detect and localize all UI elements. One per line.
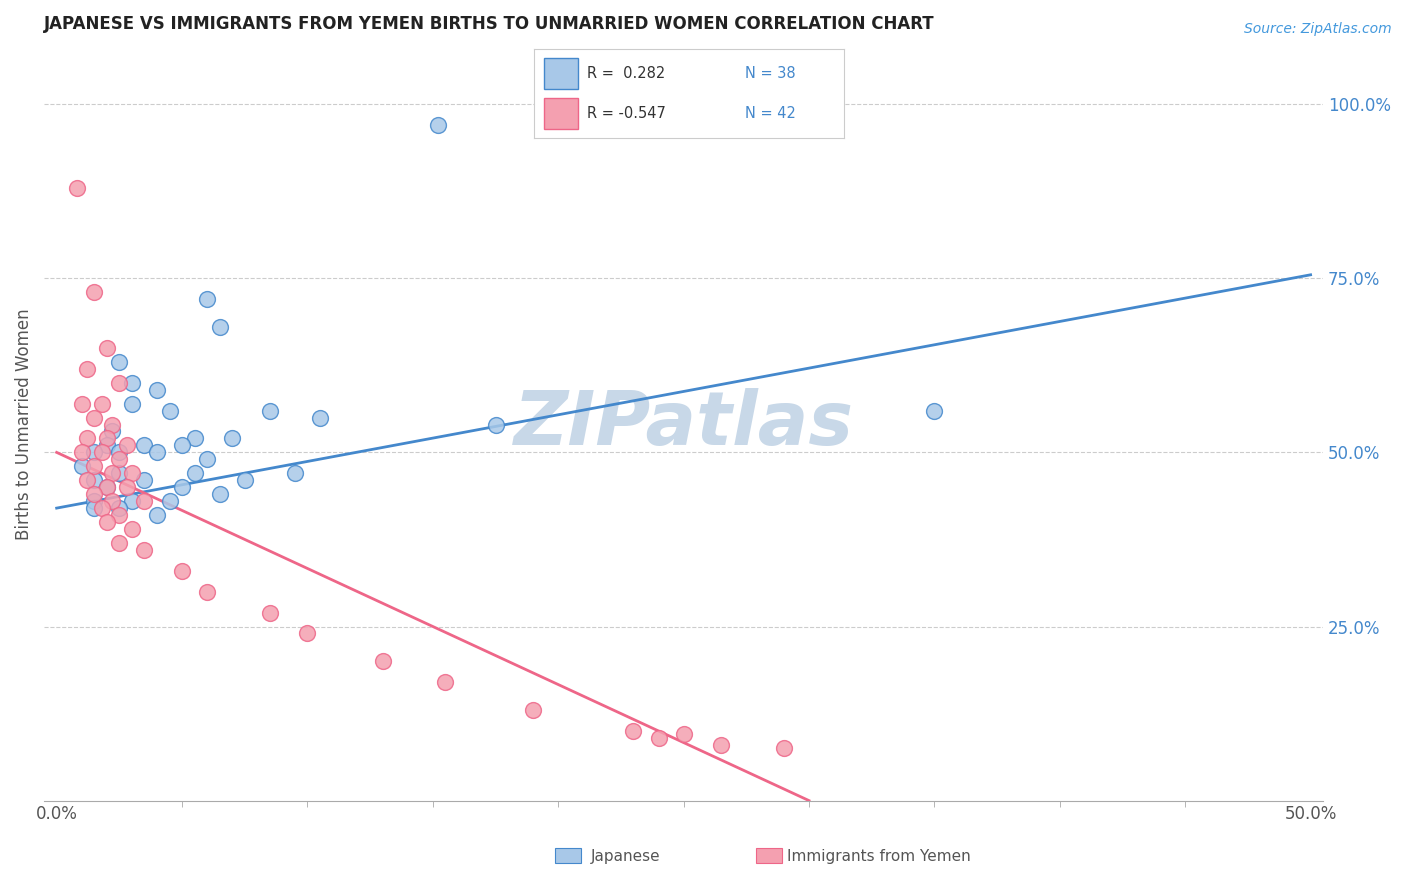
Point	[484, 417, 506, 432]
Point	[233, 473, 256, 487]
Point	[96, 515, 118, 529]
Point	[297, 626, 319, 640]
Point	[195, 584, 218, 599]
Point	[70, 445, 93, 459]
Point	[83, 473, 105, 487]
Text: N = 38: N = 38	[745, 66, 796, 81]
Bar	[544, 58, 578, 89]
Point	[90, 397, 112, 411]
Text: ZIPatlas: ZIPatlas	[513, 388, 853, 461]
Point	[108, 355, 131, 369]
Point	[134, 438, 156, 452]
Point	[170, 480, 193, 494]
Point	[83, 410, 105, 425]
Point	[121, 376, 143, 390]
Point	[108, 445, 131, 459]
Point	[115, 480, 138, 494]
Point	[146, 445, 169, 459]
Point	[259, 403, 281, 417]
Point	[101, 467, 124, 481]
Point	[121, 494, 143, 508]
Point	[426, 118, 449, 132]
Point	[159, 494, 181, 508]
Point	[170, 564, 193, 578]
Text: Source: ZipAtlas.com: Source: ZipAtlas.com	[1244, 22, 1392, 37]
Point	[90, 445, 112, 459]
Point	[101, 425, 124, 439]
Point	[108, 452, 131, 467]
Point	[121, 397, 143, 411]
Point	[83, 459, 105, 474]
Point	[183, 467, 205, 481]
Point	[70, 397, 93, 411]
Point	[623, 723, 645, 738]
Point	[96, 432, 118, 446]
Point	[83, 501, 105, 516]
Point	[208, 487, 231, 501]
Point	[710, 738, 733, 752]
Point	[66, 180, 89, 194]
Point	[108, 508, 131, 522]
Point	[76, 432, 98, 446]
Point	[121, 467, 143, 481]
Point	[434, 675, 457, 690]
Point	[170, 438, 193, 452]
Point	[284, 467, 307, 481]
Point	[70, 459, 93, 474]
Point	[924, 403, 946, 417]
Point	[146, 508, 169, 522]
Text: Immigrants from Yemen: Immigrants from Yemen	[787, 849, 972, 863]
Point	[221, 432, 243, 446]
Point	[121, 522, 143, 536]
Point	[309, 410, 332, 425]
Point	[146, 383, 169, 397]
Point	[773, 741, 796, 756]
Text: JAPANESE VS IMMIGRANTS FROM YEMEN BIRTHS TO UNMARRIED WOMEN CORRELATION CHART: JAPANESE VS IMMIGRANTS FROM YEMEN BIRTHS…	[44, 15, 935, 33]
Point	[76, 361, 98, 376]
Point	[101, 417, 124, 432]
Point	[96, 480, 118, 494]
Text: Japanese: Japanese	[591, 849, 661, 863]
Point	[83, 487, 105, 501]
Point	[159, 403, 181, 417]
Point	[96, 438, 118, 452]
Point	[76, 473, 98, 487]
Point	[96, 341, 118, 355]
Point	[208, 320, 231, 334]
Text: N = 42: N = 42	[745, 106, 796, 121]
Point	[101, 494, 124, 508]
Point	[647, 731, 669, 745]
Point	[522, 703, 544, 717]
Bar	[544, 98, 578, 129]
Text: R =  0.282: R = 0.282	[586, 66, 665, 81]
Point	[672, 727, 695, 741]
Point	[195, 452, 218, 467]
Point	[115, 438, 138, 452]
Point	[108, 467, 131, 481]
Point	[83, 494, 105, 508]
Point	[108, 376, 131, 390]
Point	[96, 480, 118, 494]
Point	[134, 473, 156, 487]
Point	[195, 292, 218, 306]
Point	[90, 501, 112, 516]
Point	[83, 285, 105, 300]
Point	[134, 494, 156, 508]
Point	[108, 536, 131, 550]
Text: R = -0.547: R = -0.547	[586, 106, 665, 121]
Point	[108, 501, 131, 516]
Point	[183, 432, 205, 446]
Point	[259, 606, 281, 620]
Point	[371, 654, 394, 668]
Point	[134, 542, 156, 557]
Y-axis label: Births to Unmarried Women: Births to Unmarried Women	[15, 309, 32, 541]
Point	[83, 445, 105, 459]
